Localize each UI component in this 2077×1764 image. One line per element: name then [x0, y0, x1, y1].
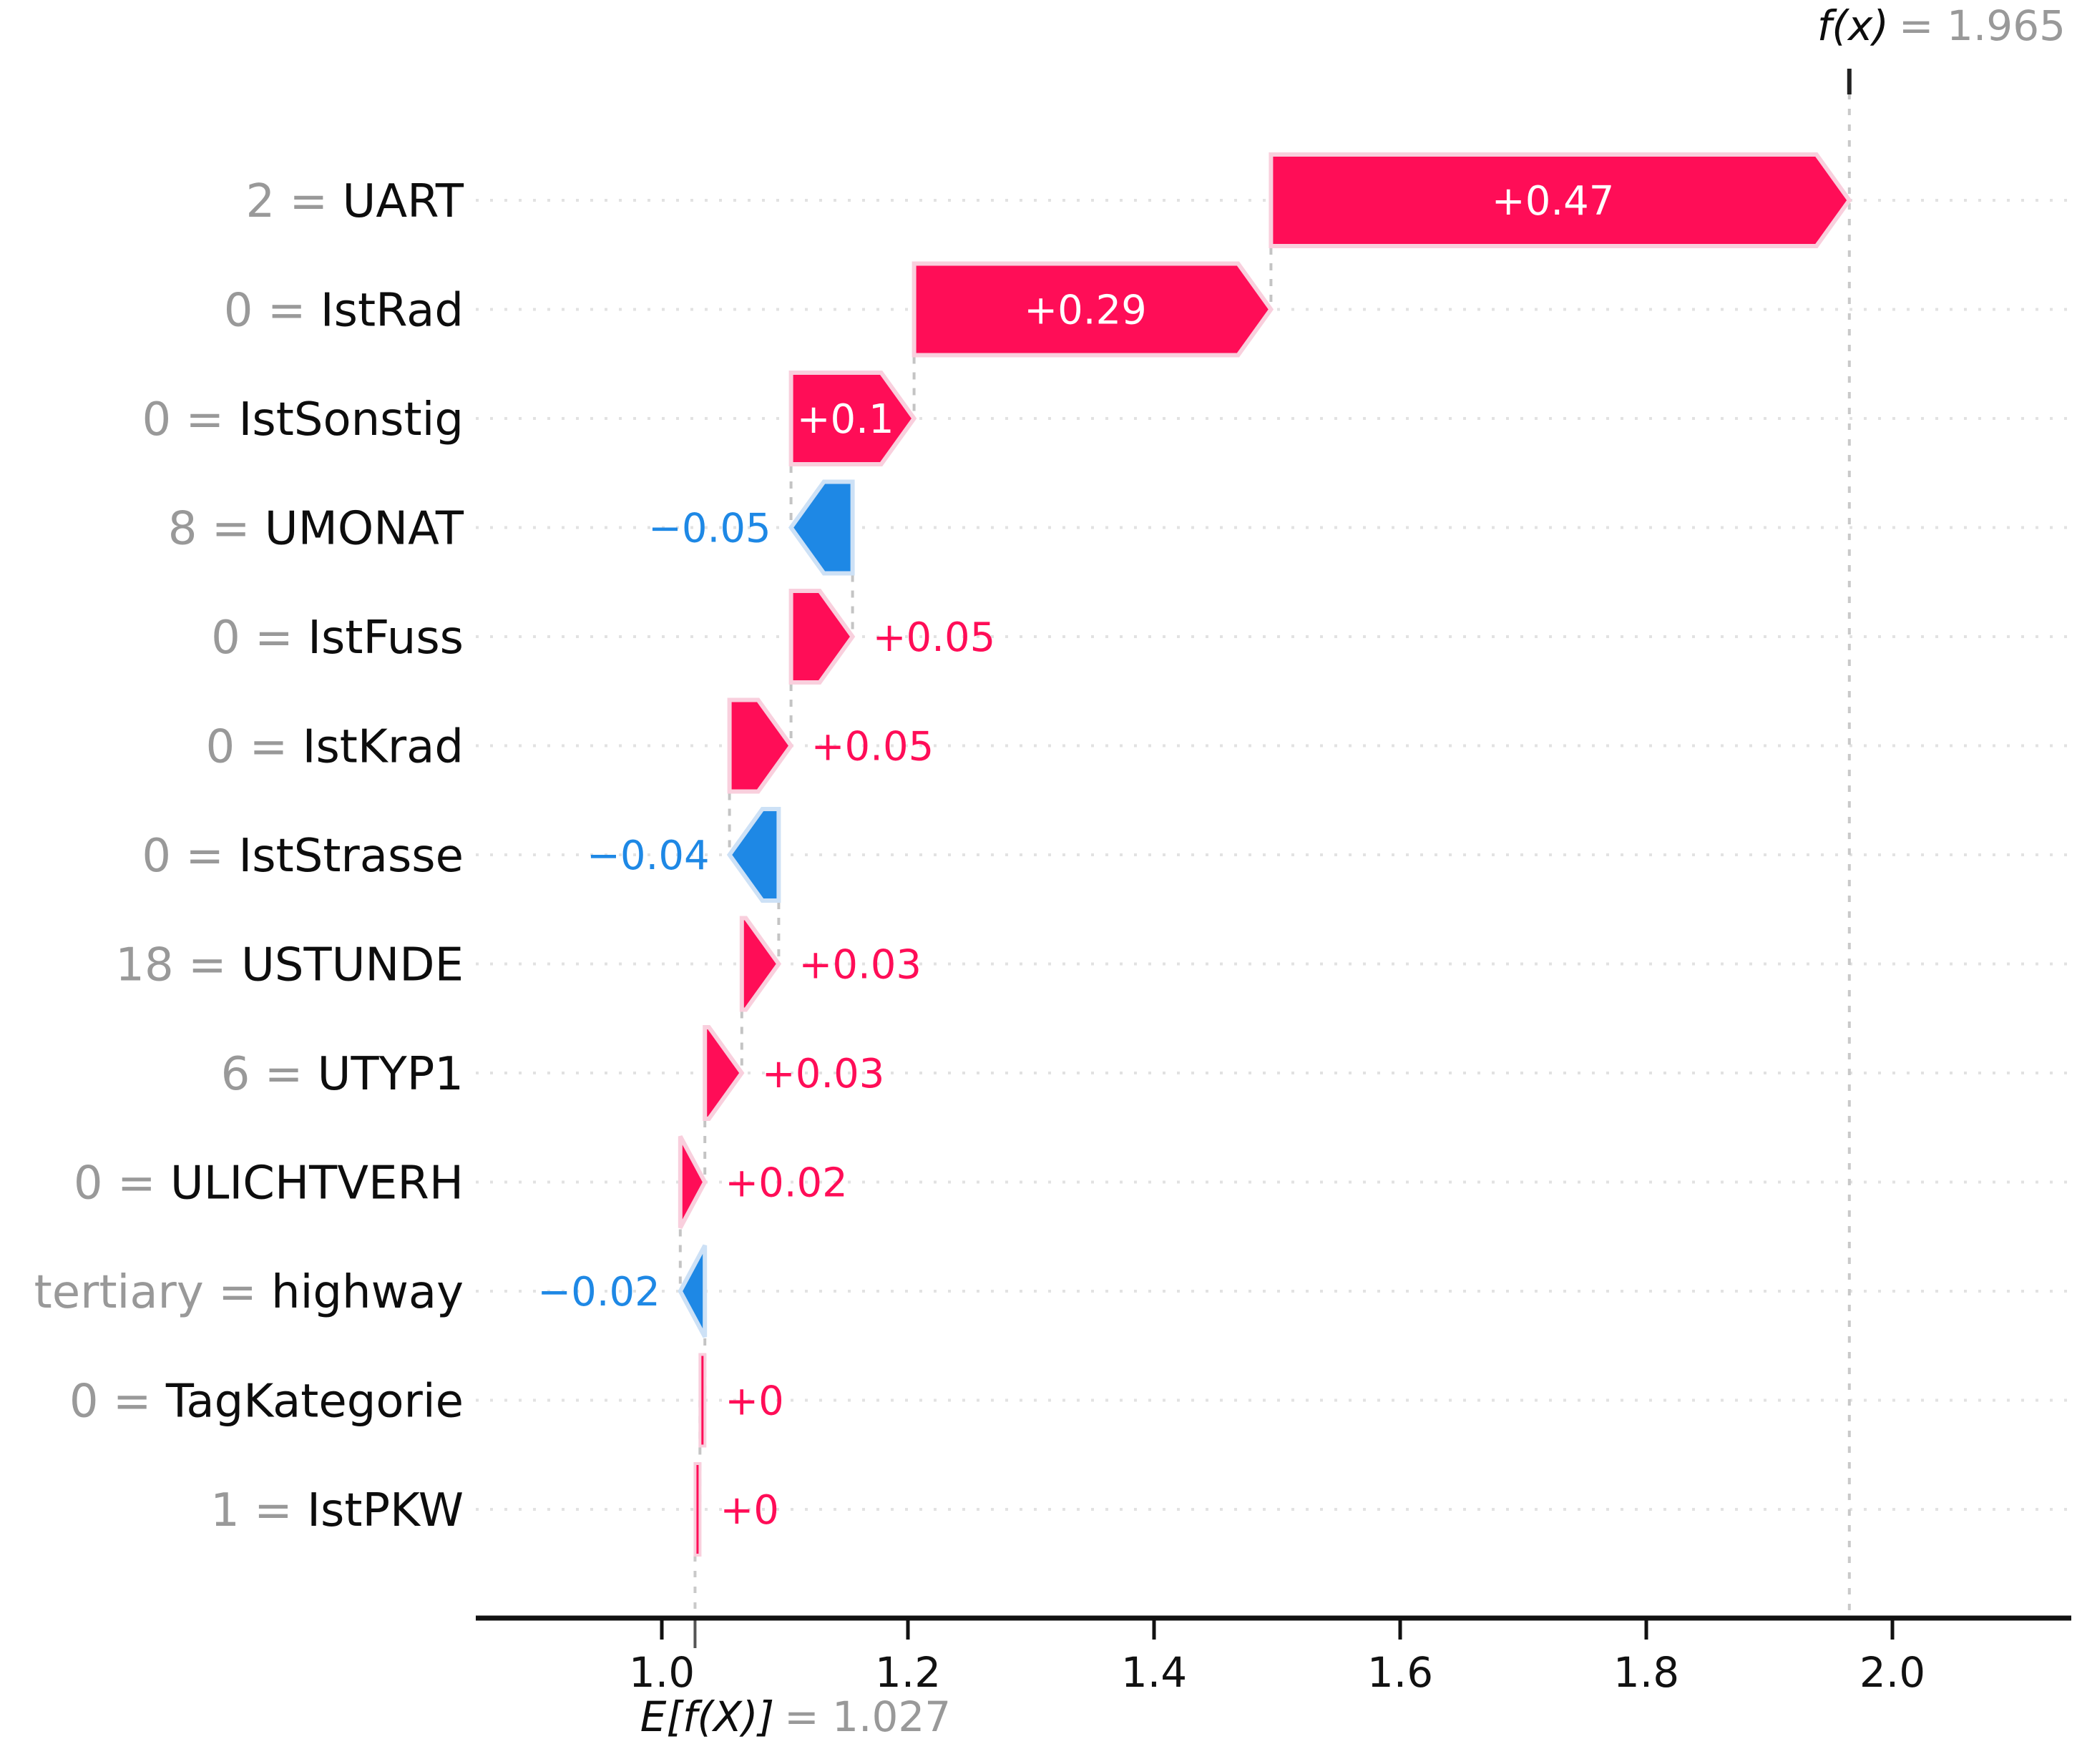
efx-annotation: E[f(X)] = 1.027: [640, 1692, 951, 1741]
feature-value-text: 0 =: [142, 830, 238, 883]
feature-value-text: 0 =: [69, 1376, 166, 1429]
feature-name-text: USTUNDE: [241, 939, 464, 992]
bar-negative: [788, 479, 855, 576]
row-feature-label: 0 = IstKrad: [206, 721, 464, 774]
bar-value-label-left: −0.02: [537, 1269, 660, 1315]
row-feature-label: 2 = UART: [245, 175, 464, 228]
bar-positive: [727, 697, 794, 794]
row-feature-label: 0 = ULICHTVERH: [74, 1157, 464, 1210]
feature-value-text: 2 =: [245, 175, 342, 228]
bar-negative: [678, 1244, 708, 1338]
feature-name-text: IstFuss: [308, 612, 464, 665]
row-feature-label: 0 = IstStrasse: [142, 830, 464, 883]
x-axis-tick-label: 1.0: [629, 1648, 695, 1697]
bar-value-label-inside: +0.1: [797, 396, 894, 443]
feature-name-text: UTYP1: [318, 1048, 464, 1101]
bar-positive: [698, 1353, 707, 1448]
feature-name-text: ULICHTVERH: [170, 1157, 464, 1210]
bar-value-label-inside: +0.47: [1492, 178, 1615, 225]
feature-name-text: IstRad: [321, 285, 464, 338]
feature-value-text: 0 =: [211, 612, 308, 665]
row-feature-label: 0 = IstFuss: [211, 612, 464, 665]
bar-value-label-right: +0: [720, 1487, 779, 1534]
bar-positive: [1269, 152, 1852, 248]
feature-name-text: UMONAT: [265, 503, 464, 556]
bar-value-label-right: +0.02: [725, 1160, 848, 1207]
feature-value-text: 0 =: [224, 285, 321, 338]
fx-function-label: f(x): [1817, 1, 1889, 50]
bar-positive: [678, 1135, 708, 1229]
feature-name-text: UART: [342, 175, 464, 228]
x-axis-tick-label: 1.2: [875, 1648, 941, 1697]
efx-value: = 1.027: [784, 1692, 952, 1741]
row-feature-label: 0 = TagKategorie: [69, 1376, 464, 1429]
fx-value: = 1.965: [1898, 1, 2066, 50]
feature-value-text: 0 =: [74, 1157, 170, 1210]
row-feature-label: 18 = USTUNDE: [115, 939, 464, 992]
bar-positive: [703, 1025, 745, 1121]
bar-negative: [726, 807, 781, 903]
bar-positive: [912, 261, 1274, 358]
bar-value-label-left: −0.05: [648, 506, 771, 552]
x-axis-tick-label: 1.4: [1121, 1648, 1187, 1697]
bar-positive: [788, 371, 917, 466]
bar-value-label-right: +0.03: [762, 1051, 885, 1097]
feature-name-text: IstStrasse: [238, 830, 464, 883]
efx-function-label: E[f(X)]: [640, 1692, 775, 1741]
bar-value-label-right: +0: [725, 1378, 784, 1425]
bar-value-label-left: −0.04: [587, 833, 710, 879]
feature-value-text: 1 =: [210, 1484, 307, 1537]
x-axis-tick-label: 1.6: [1367, 1648, 1433, 1697]
row-feature-label: 6 = UTYP1: [221, 1048, 464, 1101]
row-feature-label: 8 = UMONAT: [168, 503, 464, 556]
feature-name-text: TagKategorie: [165, 1376, 464, 1429]
feature-name-text: IstPKW: [307, 1484, 464, 1537]
feature-name-text: highway: [271, 1266, 464, 1319]
fx-annotation: f(x) = 1.965: [1817, 1, 2066, 50]
x-axis-tick-label: 1.8: [1613, 1648, 1679, 1697]
x-axis-tick-label: 2.0: [1859, 1648, 1925, 1697]
bar-value-label-right: +0.05: [873, 614, 996, 661]
row-feature-label: 0 = IstSonstig: [142, 393, 464, 446]
feature-value-text: tertiary =: [34, 1266, 271, 1319]
feature-value-text: 18 =: [115, 939, 241, 992]
feature-value-text: 6 =: [221, 1048, 318, 1101]
feature-name-text: IstSonstig: [239, 393, 464, 446]
feature-value-text: 0 =: [142, 393, 238, 446]
row-feature-label: tertiary = highway: [34, 1266, 464, 1319]
row-feature-label: 1 = IstPKW: [210, 1484, 464, 1537]
bar-positive: [693, 1462, 702, 1557]
bar-positive: [739, 916, 782, 1012]
bar-value-label-right: +0.05: [811, 724, 934, 770]
row-feature-label: 0 = IstRad: [224, 285, 464, 338]
feature-value-text: 0 =: [206, 721, 303, 774]
feature-value-text: 8 =: [168, 503, 265, 556]
feature-name-text: IstKrad: [303, 721, 464, 774]
bar-value-label-right: +0.03: [798, 942, 922, 989]
bar-positive: [788, 589, 856, 685]
bar-value-label-inside: +0.29: [1024, 288, 1147, 334]
